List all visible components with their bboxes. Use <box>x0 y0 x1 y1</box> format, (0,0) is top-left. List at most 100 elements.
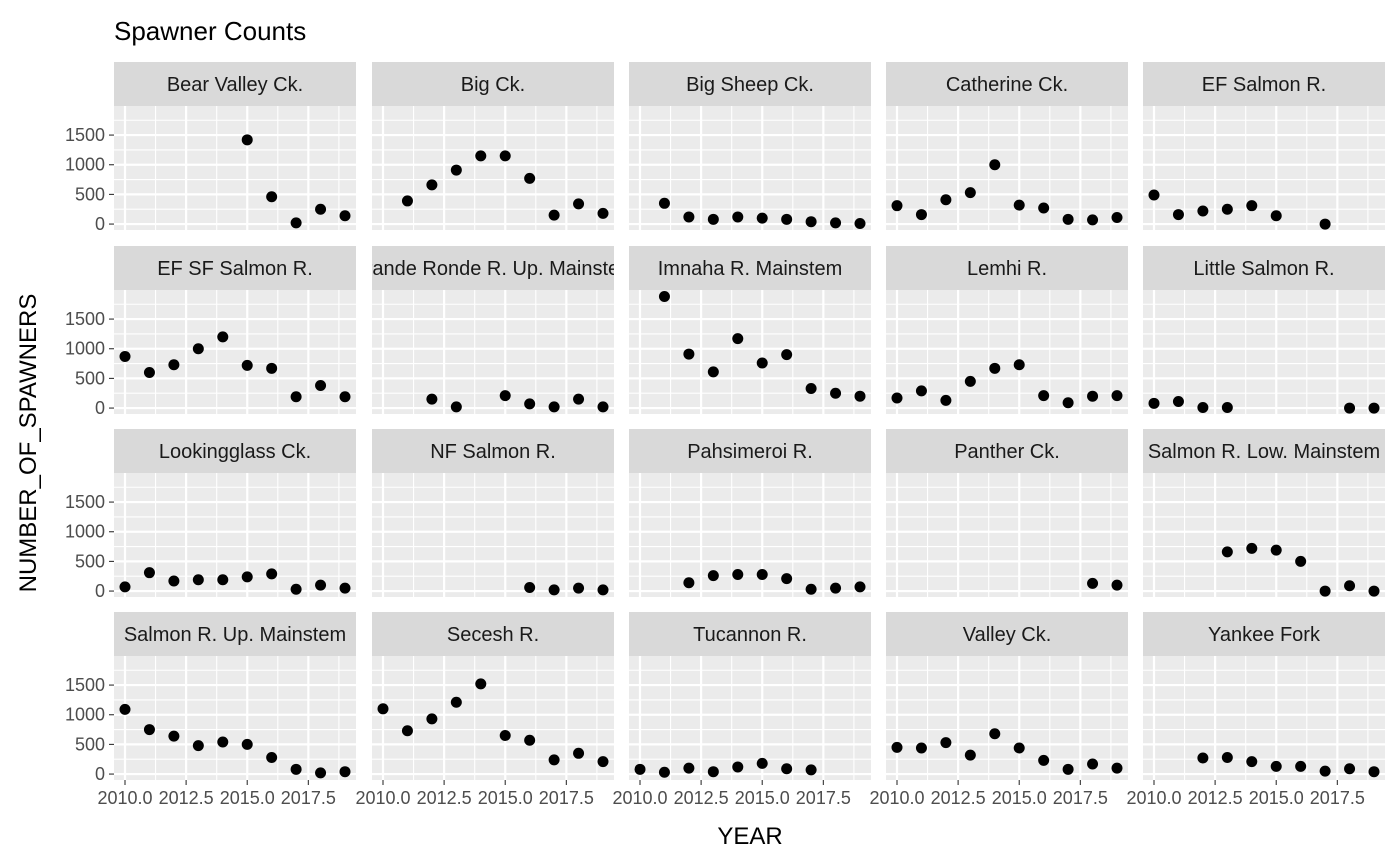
x-tick-label: 2015.0 <box>220 788 275 808</box>
data-point <box>290 217 302 229</box>
data-point <box>1368 585 1380 597</box>
y-tick-label: 0 <box>95 764 105 784</box>
data-point <box>756 357 768 369</box>
facet-strip <box>114 62 356 106</box>
data-point <box>781 763 793 775</box>
facet-panel: Little Salmon R. <box>1143 246 1385 414</box>
x-tick-label: 2010.0 <box>612 788 667 808</box>
x-tick-label: 2015.0 <box>735 788 790 808</box>
data-point <box>548 754 560 766</box>
data-point <box>573 393 585 405</box>
data-point <box>915 209 927 221</box>
data-point <box>1013 742 1025 754</box>
facet-strip-label: Lemhi R. <box>967 258 1047 280</box>
facet-panel: Imnaha R. Mainstem <box>629 246 871 414</box>
x-tick-label: 2015.0 <box>992 788 1047 808</box>
data-point <box>756 757 768 769</box>
data-point <box>781 349 793 361</box>
data-point <box>989 362 1001 374</box>
y-tick-label: 1500 <box>65 492 105 512</box>
data-point <box>781 573 793 585</box>
data-point <box>1148 189 1160 201</box>
x-tick-label: 2010.0 <box>355 788 410 808</box>
data-point <box>241 571 253 583</box>
data-point <box>450 401 462 413</box>
facet-strip <box>1143 429 1385 473</box>
facet-strip <box>1143 246 1385 290</box>
data-point <box>756 568 768 580</box>
panel-background <box>114 656 356 780</box>
data-point <box>266 751 278 763</box>
data-point <box>915 385 927 397</box>
data-point <box>426 179 438 191</box>
panel-background <box>372 473 614 597</box>
data-point <box>1038 754 1050 766</box>
data-point <box>1270 760 1282 772</box>
data-point <box>1295 760 1307 772</box>
data-point <box>732 568 744 580</box>
data-point <box>597 584 609 596</box>
data-point <box>940 737 952 749</box>
data-point <box>573 747 585 759</box>
data-point <box>1148 397 1160 409</box>
facet-strip <box>372 612 614 656</box>
data-point <box>241 134 253 146</box>
data-point <box>315 767 327 779</box>
data-point <box>597 207 609 219</box>
y-tick-label: 1000 <box>65 155 105 175</box>
data-point <box>756 212 768 224</box>
x-tick-label: 2017.5 <box>539 788 594 808</box>
data-point <box>1368 766 1380 778</box>
data-point <box>1319 218 1331 230</box>
y-tick-label: 0 <box>95 398 105 418</box>
facet-strip <box>886 429 1128 473</box>
data-point <box>1062 763 1074 775</box>
data-point <box>290 583 302 595</box>
facet-panel: Pahsimeroi R. <box>629 429 871 597</box>
facet-strip-label: Catherine Ck. <box>946 74 1068 96</box>
facet-strip-label: Valley Ck. <box>963 624 1052 646</box>
data-point <box>805 583 817 595</box>
facet-strip-label: Tucannon R. <box>693 624 807 646</box>
data-point <box>1246 200 1258 212</box>
x-tick-label: 2017.5 <box>281 788 336 808</box>
data-point <box>891 741 903 753</box>
facet-strip <box>372 62 614 106</box>
data-point <box>964 749 976 761</box>
data-point <box>1111 390 1123 402</box>
data-point <box>450 164 462 176</box>
panel-background <box>1143 290 1385 414</box>
facet-strip-label: Little Salmon R. <box>1193 258 1334 280</box>
data-point <box>940 194 952 206</box>
facet-panel: Valley Ck. 2010.0 2012.5 2015.0 2017.5 <box>869 612 1128 808</box>
data-point <box>830 582 842 594</box>
data-point <box>339 766 351 778</box>
facet-strip-label: Bear Valley Ck. <box>167 74 303 96</box>
data-point <box>1197 401 1209 413</box>
y-tick-label: 1000 <box>65 522 105 542</box>
facet-panel: Bear Valley Ck. 0 500 1000 1500 <box>65 62 356 234</box>
x-axis-title: YEAR <box>717 823 782 850</box>
data-point <box>1246 756 1258 768</box>
data-point <box>217 736 229 748</box>
facet-strip-label: Lookingglass Ck. <box>159 441 311 463</box>
data-point <box>315 203 327 215</box>
facet-panel: Tucannon R. 2010.0 2012.5 2015.0 2017.5 <box>612 612 871 808</box>
data-point <box>499 150 511 162</box>
facet-strip <box>114 612 356 656</box>
chart-title: Spawner Counts <box>114 16 306 46</box>
panel-background <box>372 106 614 230</box>
panel-background <box>114 290 356 414</box>
facet-panel: EF SF Salmon R. 0 500 1000 1500 <box>65 246 356 418</box>
facet-panel: Catherine Ck. <box>886 62 1128 230</box>
data-point <box>1172 209 1184 221</box>
data-point <box>1197 205 1209 217</box>
data-point <box>597 756 609 768</box>
data-point <box>707 213 719 225</box>
y-tick-label: 500 <box>75 734 105 754</box>
data-point <box>1344 763 1356 775</box>
data-point <box>290 391 302 403</box>
data-point <box>854 390 866 402</box>
data-point <box>989 159 1001 171</box>
